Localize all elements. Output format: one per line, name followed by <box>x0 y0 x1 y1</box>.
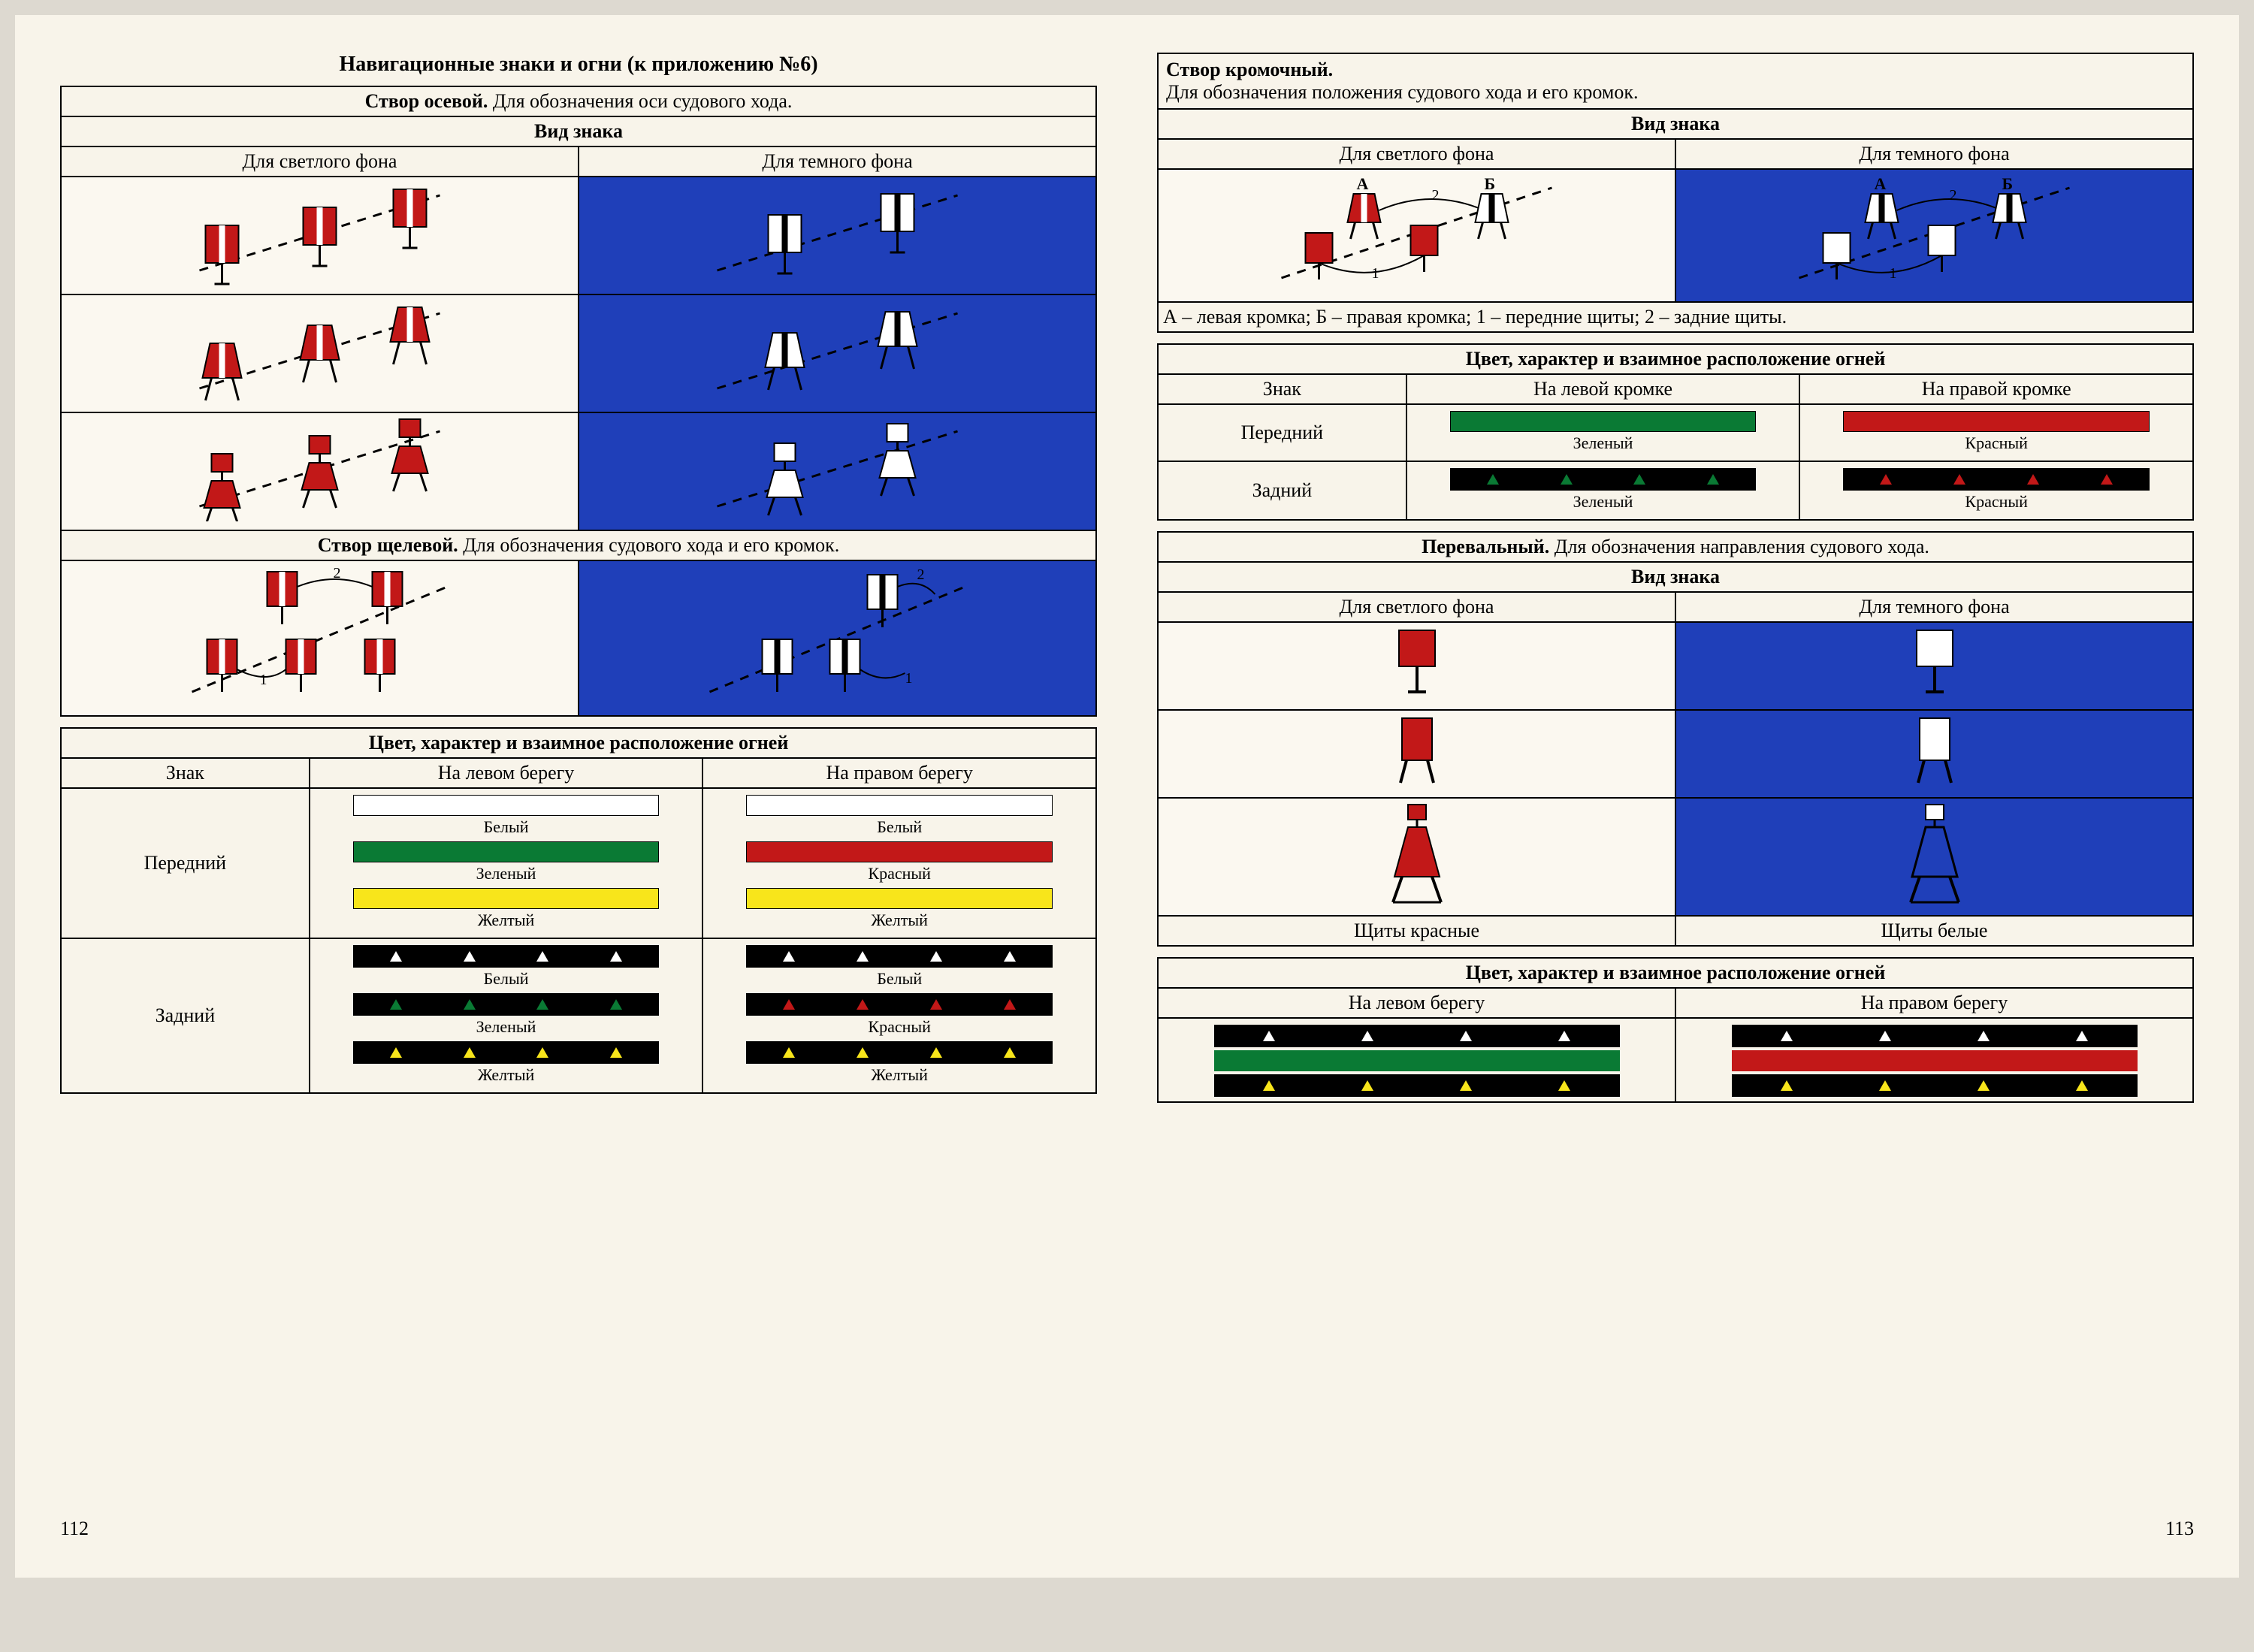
svg-text:1: 1 <box>1890 265 1897 282</box>
perevalny-dark-1 <box>1675 622 2193 710</box>
pl-heading: Цвет, характер и взаимное расположение о… <box>1158 958 2193 988</box>
perevalny-lights-table: Цвет, характер и взаимное расположение о… <box>1157 957 2194 1103</box>
kl-front-right: Красный <box>1799 404 2193 461</box>
perevalny-light-2 <box>1158 710 1675 798</box>
perevalny-light-1 <box>1158 622 1675 710</box>
svg-text:1: 1 <box>1372 265 1379 282</box>
perevalny-caption-white: Щиты белые <box>1675 916 2193 946</box>
svg-text:Б: Б <box>2002 174 2014 193</box>
pl-right <box>1675 1018 2193 1102</box>
perevalny-dark-3 <box>1675 798 2193 916</box>
kl-row-back: Задний <box>1158 461 1406 520</box>
stvor-shchelevoy-desc: Для обозначения судового хода и его кром… <box>463 534 839 556</box>
kl-col-znak: Знак <box>1158 374 1406 404</box>
kromochny-heading: Створ кромочный. <box>1166 59 1333 80</box>
osevoy-dark-row3 <box>579 412 1096 530</box>
vid-znaka-header: Вид знака <box>61 116 1096 146</box>
shchelevoy-light: 2 1 <box>61 560 579 716</box>
lights-back-left: Белый Зеленый Желтый <box>310 938 703 1093</box>
stvor-osevoy-table: Створ осевой. Для обозначения оси судово… <box>60 86 1097 717</box>
svg-text:1: 1 <box>905 670 913 687</box>
col-dark-header: Для темного фона <box>579 146 1096 177</box>
lights-table-left: Цвет, характер и взаимное расположение о… <box>60 727 1097 1094</box>
kromochny-vid: Вид знака <box>1158 109 2193 139</box>
stvor-kromochny-table: Створ кромочный. Для обозначения положен… <box>1157 53 2194 333</box>
perevalny-table: Перевальный. Для обозначения направления… <box>1157 531 2194 947</box>
osevoy-dark-row2 <box>579 294 1096 412</box>
page-112: Навигационные знаки и огни (к приложению… <box>45 45 1112 1548</box>
kromochny-col-light: Для светлого фона <box>1158 139 1675 169</box>
lights-row-front: Передний <box>61 788 310 938</box>
col-light-header: Для светлого фона <box>61 146 579 177</box>
svg-text:Б: Б <box>1485 174 1496 193</box>
kromochny-dark: А Б 1 2 <box>1675 169 2193 302</box>
stvor-osevoy-heading: Створ осевой. <box>365 90 488 112</box>
pl-left <box>1158 1018 1675 1102</box>
page-113: Створ кромочный. Для обозначения положен… <box>1142 45 2209 1548</box>
kl-back-left: Зеленый <box>1406 461 1800 520</box>
osevoy-dark-row1 <box>579 177 1096 294</box>
svg-text:1: 1 <box>260 672 267 688</box>
perevalny-col-dark: Для темного фона <box>1675 592 2193 622</box>
pl-col-right: На правом берегу <box>1675 988 2193 1018</box>
lights-front-right: Белый Красный Желтый <box>702 788 1096 938</box>
lights-heading: Цвет, характер и взаимное расположение о… <box>61 728 1096 758</box>
perevalny-col-light: Для светлого фона <box>1158 592 1675 622</box>
kromochny-light: А Б 1 2 <box>1158 169 1675 302</box>
tri-bar <box>353 945 660 968</box>
svg-text:А: А <box>1357 174 1369 193</box>
kl-front-left: Зеленый <box>1406 404 1800 461</box>
perevalny-desc: Для обозначения направления судового ход… <box>1555 536 1929 557</box>
page-112-title: Навигационные знаки и огни (к приложению… <box>60 53 1097 77</box>
pl-col-left: На левом берегу <box>1158 988 1675 1018</box>
shchelevoy-dark: 2 1 <box>579 560 1096 716</box>
perevalny-dark-2 <box>1675 710 2193 798</box>
svg-text:2: 2 <box>1950 187 1957 204</box>
svg-text:2: 2 <box>1432 187 1440 204</box>
kl-col-right: На правой кромке <box>1799 374 2193 404</box>
lights-col-right: На правом берегу <box>702 758 1096 788</box>
lights-col-left: На левом берегу <box>310 758 703 788</box>
perevalny-heading: Перевальный. <box>1422 536 1549 557</box>
page-number-112: 112 <box>60 1518 89 1540</box>
svg-text:А: А <box>1875 174 1887 193</box>
stvor-osevoy-desc: Для обозначения оси судового хода. <box>493 90 793 112</box>
stvor-shchelevoy-heading: Створ щелевой. <box>318 534 458 556</box>
page-number-113: 113 <box>2165 1518 2194 1540</box>
kromochny-col-dark: Для темного фона <box>1675 139 2193 169</box>
svg-text:2: 2 <box>917 566 925 583</box>
kl-col-left: На левой кромке <box>1406 374 1800 404</box>
svg-text:2: 2 <box>334 565 341 581</box>
kromochny-lights-table: Цвет, характер и взаимное расположение о… <box>1157 343 2194 521</box>
kromochny-desc: Для обозначения положения судового хода … <box>1166 81 1638 103</box>
kromochny-lights-heading: Цвет, характер и взаимное расположение о… <box>1158 344 2193 374</box>
osevoy-light-row3 <box>61 412 579 530</box>
osevoy-light-row2 <box>61 294 579 412</box>
perevalny-light-3 <box>1158 798 1675 916</box>
lights-col-znak: Знак <box>61 758 310 788</box>
osevoy-light-row1 <box>61 177 579 294</box>
lights-front-left: Белый Зеленый Желтый <box>310 788 703 938</box>
lights-back-right: Белый Красный Желтый <box>702 938 1096 1093</box>
kl-back-right: Красный <box>1799 461 2193 520</box>
lights-row-back: Задний <box>61 938 310 1093</box>
book-spread: Навигационные знаки и огни (к приложению… <box>15 15 2239 1578</box>
kromochny-legend: А – левая кромка; Б – правая кромка; 1 –… <box>1158 302 2193 332</box>
perevalny-caption-red: Щиты красные <box>1158 916 1675 946</box>
perevalny-vid: Вид знака <box>1158 562 2193 592</box>
kl-row-front: Передний <box>1158 404 1406 461</box>
